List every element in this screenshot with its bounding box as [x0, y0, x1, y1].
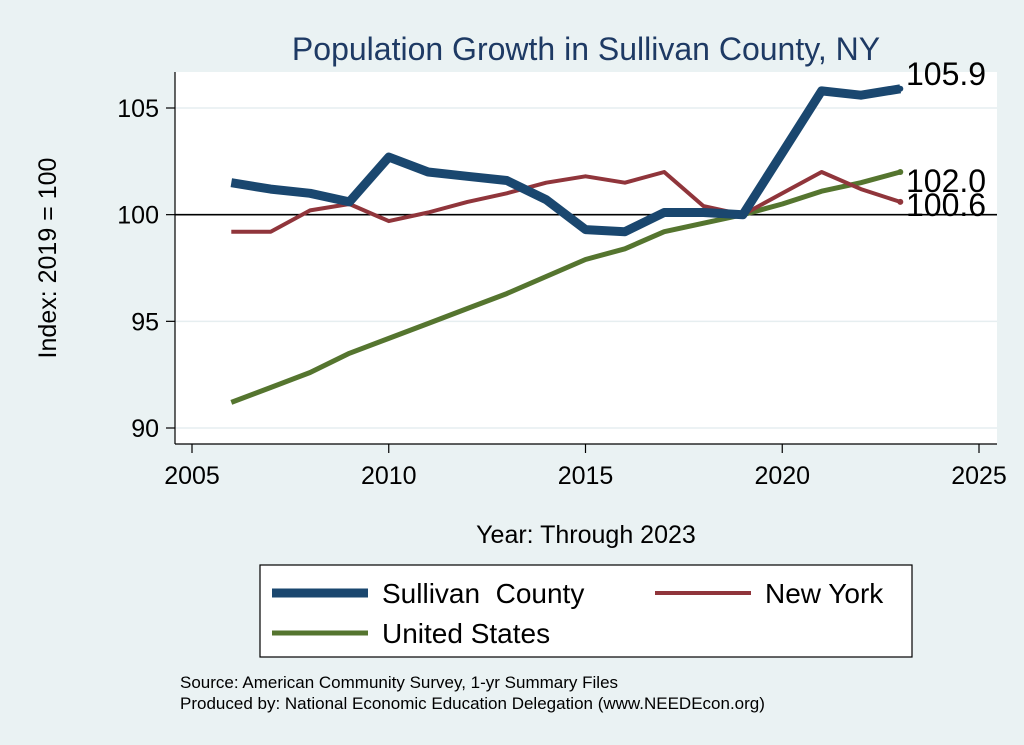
- end-value-label: 102.0: [906, 163, 986, 199]
- x-tick-label: 2015: [558, 462, 614, 490]
- end-point-marker: [897, 85, 904, 92]
- source-note: Source: American Community Survey, 1-yr …: [180, 673, 618, 692]
- x-axis-title: Year: Through 2023: [476, 521, 696, 549]
- x-tick-label: 2005: [164, 462, 220, 490]
- end-value-label: 100.6: [906, 187, 986, 223]
- y-axis-ticks: 90 95 100 105: [117, 95, 175, 443]
- chart-title: Population Growth in Sullivan County, NY: [292, 31, 880, 67]
- legend-label: New York: [765, 578, 884, 609]
- producer-note: Produced by: National Economic Education…: [180, 694, 765, 713]
- x-tick-label: 2025: [951, 462, 1007, 490]
- legend: Sullivan County New York United States: [272, 578, 884, 649]
- series-layer: [230, 84, 902, 405]
- legend-box: [259, 564, 913, 658]
- y-tick-label: 105: [117, 95, 159, 123]
- x-tick-label: 2010: [361, 462, 417, 490]
- series-line-sullivan-county: [230, 84, 902, 237]
- end-point-marker: [897, 169, 904, 175]
- end-value-label: 105.9: [906, 56, 986, 92]
- x-tick-label: 2020: [754, 462, 810, 490]
- end-point-marker: [897, 198, 904, 205]
- y-tick-label: 100: [117, 202, 159, 230]
- series-line-united-states: [230, 169, 901, 405]
- legend-label: Sullivan County: [382, 578, 584, 609]
- legend-label: United States: [382, 618, 550, 649]
- y-tick-label: 90: [131, 415, 159, 443]
- x-axis-ticks: 2005 2010 2015 2020 2025: [164, 444, 1007, 490]
- y-axis-title: Index: 2019 = 100: [34, 158, 62, 359]
- y-tick-label: 95: [131, 308, 159, 336]
